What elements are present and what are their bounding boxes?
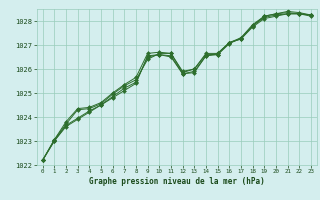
X-axis label: Graphe pression niveau de la mer (hPa): Graphe pression niveau de la mer (hPa) [89, 177, 265, 186]
